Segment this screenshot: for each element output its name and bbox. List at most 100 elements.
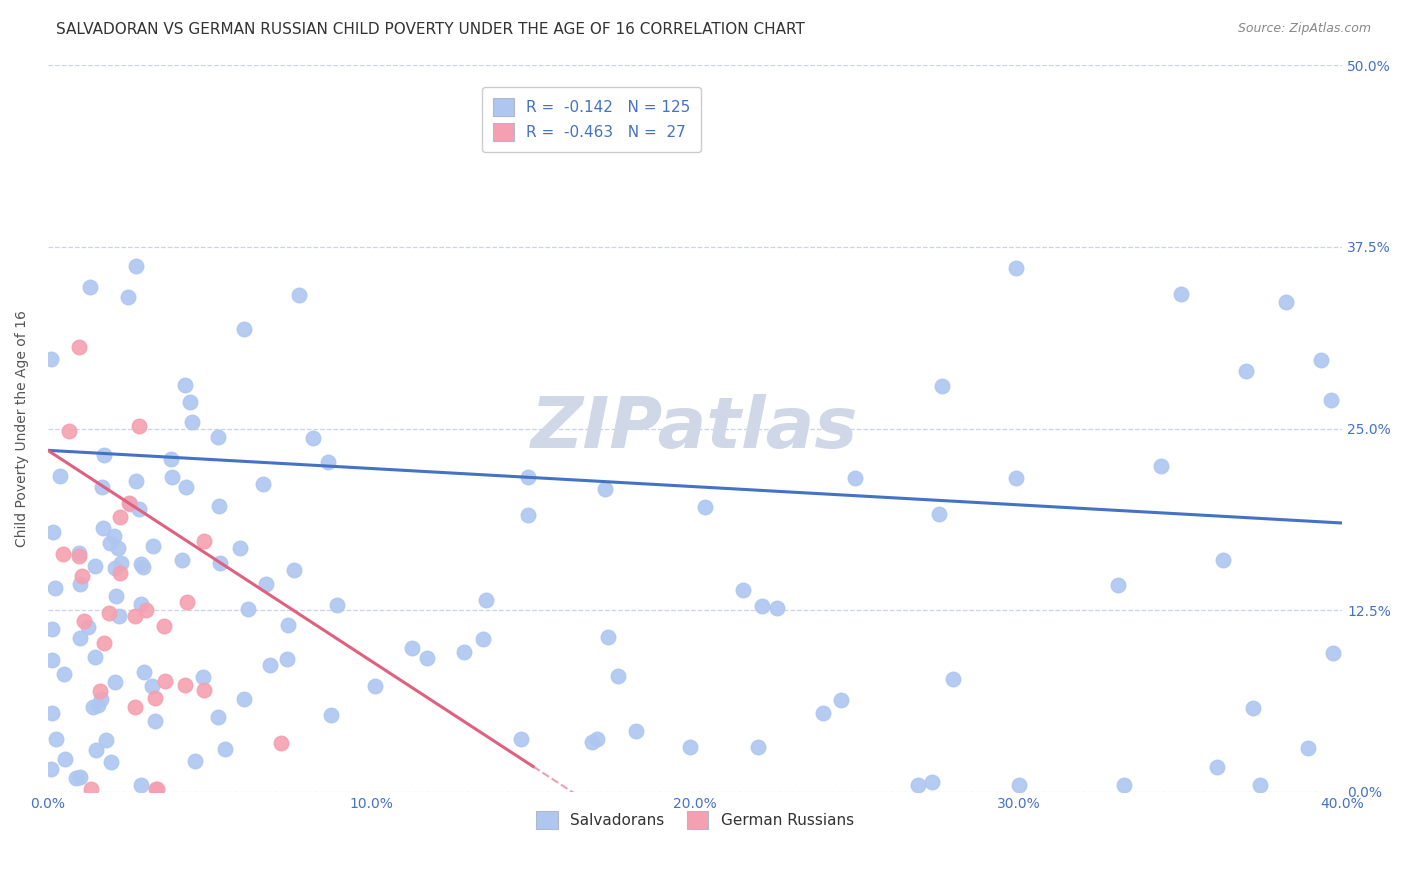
Point bbox=[84, 743, 107, 757]
Point bbox=[80, 782, 103, 797]
Text: ZIPatlas: ZIPatlas bbox=[531, 394, 859, 463]
Point bbox=[364, 679, 387, 693]
Point bbox=[1150, 459, 1173, 474]
Point bbox=[277, 618, 299, 632]
Point bbox=[141, 679, 163, 693]
Point bbox=[1170, 286, 1192, 301]
Point bbox=[72, 568, 94, 582]
Point bbox=[193, 533, 215, 548]
Point bbox=[270, 736, 292, 750]
Point bbox=[49, 469, 72, 483]
Point bbox=[174, 377, 197, 392]
Point bbox=[1107, 577, 1129, 591]
Point bbox=[751, 599, 773, 613]
Point bbox=[132, 665, 155, 679]
Point bbox=[118, 496, 141, 510]
Point bbox=[82, 700, 104, 714]
Point bbox=[302, 431, 325, 445]
Point bbox=[108, 609, 131, 624]
Point bbox=[181, 415, 204, 429]
Point bbox=[232, 692, 254, 706]
Point bbox=[58, 424, 80, 438]
Point bbox=[233, 322, 256, 336]
Point bbox=[107, 541, 129, 555]
Point bbox=[1008, 778, 1031, 792]
Point bbox=[84, 649, 107, 664]
Point bbox=[1005, 260, 1028, 275]
Point bbox=[416, 650, 439, 665]
Point bbox=[1112, 778, 1135, 792]
Point bbox=[942, 672, 965, 686]
Point bbox=[208, 500, 231, 514]
Point bbox=[1241, 701, 1264, 715]
Point bbox=[143, 690, 166, 705]
Point bbox=[1322, 646, 1344, 660]
Point bbox=[55, 752, 77, 766]
Point bbox=[593, 482, 616, 496]
Point bbox=[91, 521, 114, 535]
Point bbox=[517, 470, 540, 484]
Point bbox=[509, 732, 531, 747]
Point bbox=[813, 706, 835, 720]
Point bbox=[65, 772, 87, 786]
Point bbox=[288, 287, 311, 301]
Point bbox=[1234, 364, 1257, 378]
Point bbox=[747, 739, 769, 754]
Point bbox=[517, 508, 540, 523]
Point bbox=[105, 589, 128, 603]
Point bbox=[325, 599, 347, 613]
Point bbox=[91, 480, 114, 494]
Point bbox=[586, 732, 609, 747]
Point bbox=[179, 394, 201, 409]
Point bbox=[132, 559, 155, 574]
Text: SALVADORAN VS GERMAN RUSSIAN CHILD POVERTY UNDER THE AGE OF 16 CORRELATION CHART: SALVADORAN VS GERMAN RUSSIAN CHILD POVER… bbox=[56, 22, 806, 37]
Point bbox=[678, 739, 700, 754]
Point bbox=[596, 630, 619, 644]
Point bbox=[125, 259, 148, 273]
Point bbox=[174, 678, 197, 692]
Point bbox=[401, 640, 423, 655]
Point bbox=[209, 556, 232, 570]
Point bbox=[67, 546, 90, 560]
Point bbox=[120, 497, 142, 511]
Point bbox=[89, 684, 111, 698]
Point bbox=[766, 601, 789, 615]
Point bbox=[830, 693, 852, 707]
Point bbox=[153, 619, 176, 633]
Point bbox=[229, 541, 252, 555]
Point bbox=[117, 290, 139, 304]
Point bbox=[67, 549, 90, 563]
Point bbox=[283, 563, 305, 577]
Point bbox=[125, 474, 148, 488]
Point bbox=[252, 476, 274, 491]
Point bbox=[110, 556, 132, 570]
Point bbox=[1296, 741, 1319, 756]
Point bbox=[98, 606, 121, 620]
Point bbox=[146, 782, 169, 797]
Point bbox=[44, 581, 66, 595]
Point bbox=[907, 778, 929, 792]
Point bbox=[42, 525, 65, 540]
Point bbox=[236, 602, 259, 616]
Point bbox=[52, 548, 75, 562]
Point bbox=[453, 645, 475, 659]
Point bbox=[142, 540, 165, 554]
Point bbox=[135, 603, 157, 617]
Point bbox=[143, 714, 166, 728]
Point bbox=[128, 501, 150, 516]
Point bbox=[607, 669, 630, 683]
Y-axis label: Child Poverty Under the Age of 16: Child Poverty Under the Age of 16 bbox=[15, 310, 30, 547]
Point bbox=[90, 692, 112, 706]
Point bbox=[731, 582, 754, 597]
Point bbox=[84, 558, 107, 573]
Point bbox=[98, 535, 121, 549]
Point bbox=[160, 451, 183, 466]
Point bbox=[193, 683, 215, 698]
Point bbox=[176, 595, 198, 609]
Point bbox=[472, 632, 495, 646]
Point bbox=[475, 592, 498, 607]
Point bbox=[170, 553, 193, 567]
Point bbox=[100, 755, 122, 769]
Point bbox=[69, 770, 91, 784]
Point bbox=[104, 674, 127, 689]
